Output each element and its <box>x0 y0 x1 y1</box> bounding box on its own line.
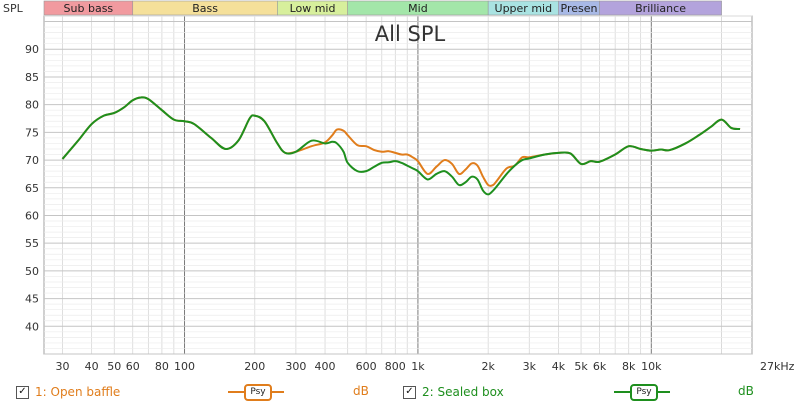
band-label: Presen <box>561 2 598 15</box>
y-tick-label: 75 <box>25 126 39 139</box>
y-tick-label: 90 <box>25 43 39 56</box>
unit-label: dB <box>353 384 369 398</box>
y-tick-label: 70 <box>25 154 39 167</box>
psy-label: Psy <box>244 384 272 401</box>
frequency-band-bar: Sub bass Bass Low mid Mid Upper mid Presen Bri… <box>43 0 722 16</box>
y-tick-label: 80 <box>25 99 39 112</box>
x-tick-label: 3k <box>523 360 537 373</box>
y-tick-label: 65 <box>25 182 39 195</box>
legend-label: 1: Open baffle <box>35 385 121 399</box>
x-tick-label: 10k <box>641 360 662 373</box>
chart-title: All SPL <box>375 22 446 46</box>
x-tick-label: 50 <box>107 360 121 373</box>
x-tick-label: 4k <box>552 360 566 373</box>
y-tick-label: 60 <box>25 209 39 222</box>
band-label: Bass <box>192 2 218 15</box>
band-label: Sub bass <box>64 2 114 15</box>
legend-item-open-baffle[interactable]: ✓ 1: Open baffle <box>16 382 120 402</box>
plot-area <box>43 15 753 355</box>
grid <box>44 15 752 355</box>
x-tick-label: 800 <box>385 360 406 373</box>
checkbox-icon[interactable]: ✓ <box>16 385 29 399</box>
x-axis-end-label: 27kHz <box>760 360 795 373</box>
band-label: Brilliance <box>635 2 686 15</box>
y-axis-label: SPL <box>3 2 24 15</box>
series-line-sealed-box <box>61 96 741 196</box>
x-tick-label: 60 <box>126 360 140 373</box>
x-tick-label: 1k <box>411 360 425 373</box>
legend-item-sealed-box[interactable]: ✓ 2: Sealed box <box>403 382 504 402</box>
legend-label: 2: Sealed box <box>422 385 504 399</box>
y-axis-ticks: 40 45 50 55 60 65 70 75 80 85 90 <box>25 43 39 333</box>
x-tick-label: 6k <box>593 360 607 373</box>
x-tick-label: 100 <box>174 360 195 373</box>
y-tick-label: 85 <box>25 71 39 84</box>
y-tick-label: 50 <box>25 265 39 278</box>
x-tick-label: 400 <box>315 360 336 373</box>
psy-smoothing-widget[interactable]: Psy <box>228 383 284 401</box>
band-label: Upper mid <box>495 2 553 15</box>
band-rect <box>599 0 722 16</box>
band-label: Mid <box>408 2 428 15</box>
x-tick-label: 5k <box>574 360 588 373</box>
x-tick-label: 40 <box>85 360 99 373</box>
psy-smoothing-widget[interactable]: Psy <box>614 383 670 401</box>
x-tick-label: 2k <box>481 360 495 373</box>
x-tick-label: 600 <box>356 360 377 373</box>
x-tick-label: 8k <box>622 360 636 373</box>
x-tick-label: 200 <box>244 360 265 373</box>
y-tick-label: 40 <box>25 320 39 333</box>
psy-label: Psy <box>630 384 658 401</box>
x-tick-label: 30 <box>55 360 69 373</box>
band-label: Low mid <box>290 2 336 15</box>
y-tick-label: 45 <box>25 293 39 306</box>
series-lines <box>61 96 741 196</box>
x-tick-label: 300 <box>285 360 306 373</box>
unit-label: dB <box>738 384 754 398</box>
x-tick-label: 80 <box>155 360 169 373</box>
checkbox-icon[interactable]: ✓ <box>403 385 416 399</box>
x-axis-ticks: 30 40 50 60 80 100 200 300 400 600 800 1k 2k 3k 4k 5k 6k… <box>55 360 662 373</box>
y-tick-label: 55 <box>25 237 39 250</box>
